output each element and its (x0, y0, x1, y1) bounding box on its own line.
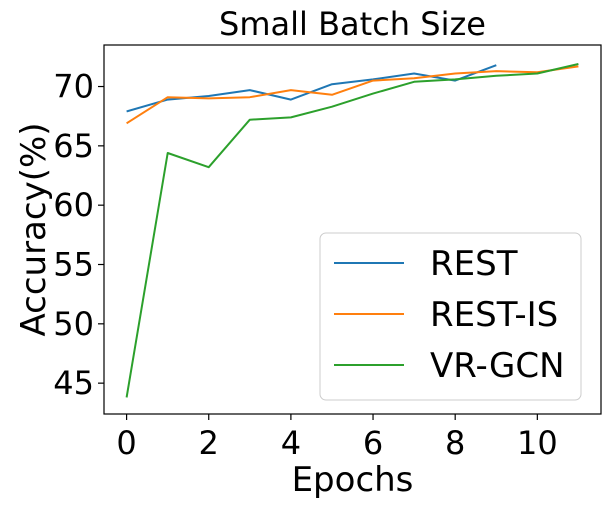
legend-label: REST-IS (430, 295, 558, 335)
y-tick-label: 50 (53, 305, 94, 343)
y-tick-label: 65 (53, 127, 94, 165)
y-tick-label: 55 (53, 246, 94, 284)
x-tick-label: 2 (199, 424, 219, 462)
legend-label: VR-GCN (430, 346, 565, 386)
y-axis-label: Accuracy(%) (14, 122, 54, 336)
series-line-rest (126, 64, 497, 113)
x-axis-label: Epochs (292, 460, 414, 500)
x-tick-label: 0 (116, 424, 136, 462)
y-tick-label: 60 (53, 186, 94, 224)
y-tick-label: 45 (53, 364, 94, 402)
series-layer (125, 63, 579, 398)
x-tick-label: 6 (363, 424, 383, 462)
x-tick-label: 8 (445, 424, 465, 462)
x-tick-label: 10 (517, 424, 558, 462)
plot-frame (103, 44, 602, 415)
legend-box (319, 232, 582, 401)
legend-label: REST (430, 244, 518, 284)
legend: REST REST-IS VR-GCN (319, 232, 582, 401)
axis-ticks: 0 2 4 6 8 10 45 50 55 60 65 70 (53, 68, 557, 462)
y-tick-label: 70 (53, 68, 94, 106)
chart-title: Small Batch Size (219, 5, 486, 43)
series-line-vr-gcn (125, 63, 579, 398)
series-line-rest-is (126, 65, 579, 125)
x-tick-label: 4 (281, 424, 301, 462)
